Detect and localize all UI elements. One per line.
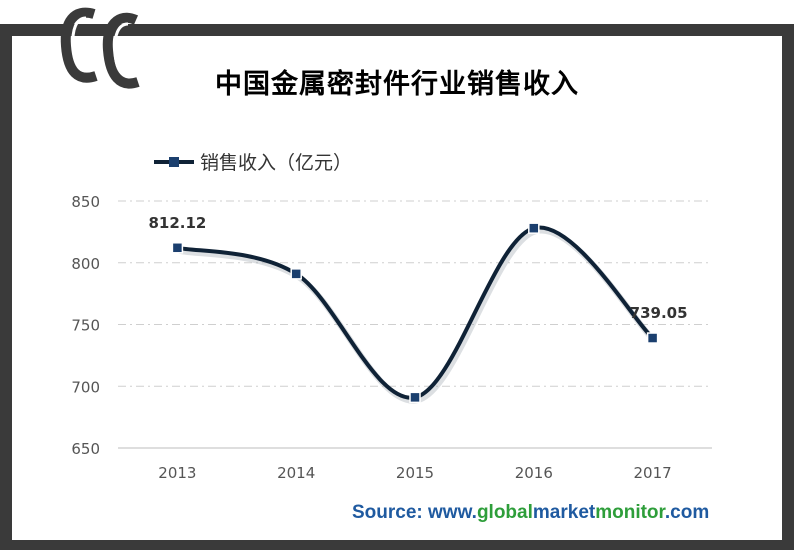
data-label: 812.12 xyxy=(148,214,206,232)
x-tick-label: 2016 xyxy=(515,464,553,482)
data-point xyxy=(409,391,421,404)
legend: 销售收入（亿元） xyxy=(152,148,352,175)
x-tick-label: 2017 xyxy=(634,464,672,482)
legend-line-marker-icon xyxy=(154,156,194,167)
legend-label: 销售收入（亿元） xyxy=(200,152,353,174)
source-global: global xyxy=(476,502,533,523)
source-prefix: Source: www. xyxy=(352,502,477,523)
y-tick-label: 850 xyxy=(71,193,100,211)
source-text: Source: www.globalmarketmonitor.com xyxy=(352,502,709,524)
data-label: 739.05 xyxy=(630,304,688,322)
x-tick-label: 2013 xyxy=(158,464,196,482)
source-suffix: .com xyxy=(664,502,710,523)
y-tick-label: 800 xyxy=(71,255,100,273)
data-point xyxy=(290,268,302,280)
data-point xyxy=(171,242,184,254)
y-tick-label: 700 xyxy=(71,378,100,396)
y-tick-label: 750 xyxy=(71,317,100,335)
logo-icon xyxy=(60,7,140,89)
data-point xyxy=(528,222,540,234)
source-market: market xyxy=(532,502,596,523)
chart-frame xyxy=(0,24,794,550)
x-tick-label: 2014 xyxy=(277,464,315,482)
series-line xyxy=(176,225,654,400)
x-tick-label: 2015 xyxy=(396,464,434,482)
chart-title: 中国金属密封件行业销售收入 xyxy=(215,69,579,100)
source-monitor: monitor xyxy=(595,502,665,523)
y-tick-label: 650 xyxy=(71,440,100,458)
data-point xyxy=(646,332,659,344)
